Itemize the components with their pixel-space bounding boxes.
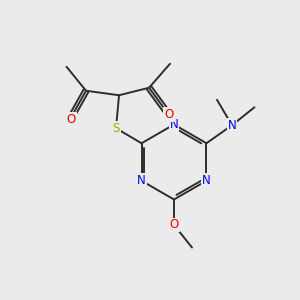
Text: N: N xyxy=(228,119,236,132)
Text: S: S xyxy=(112,122,120,135)
Text: O: O xyxy=(169,218,178,232)
Text: O: O xyxy=(164,108,173,121)
Text: O: O xyxy=(66,113,76,126)
Text: N: N xyxy=(137,174,146,187)
Text: N: N xyxy=(169,118,178,131)
Text: N: N xyxy=(202,174,211,187)
